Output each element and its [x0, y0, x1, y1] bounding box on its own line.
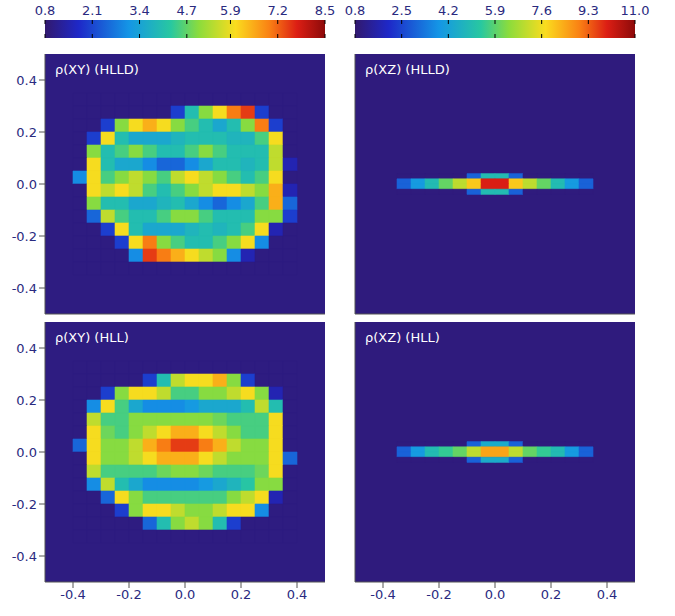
svg-text:8.5: 8.5 — [315, 3, 336, 18]
svg-text:3.4: 3.4 — [129, 3, 150, 18]
svg-text:-0.4: -0.4 — [12, 549, 37, 564]
svg-text:-0.2: -0.2 — [116, 587, 141, 602]
svg-text:2.5: 2.5 — [391, 3, 412, 18]
svg-text:0.0: 0.0 — [16, 177, 37, 192]
svg-text:0.4: 0.4 — [16, 341, 37, 356]
svg-text:5.9: 5.9 — [220, 3, 241, 18]
svg-text:0.4: 0.4 — [16, 73, 37, 88]
svg-text:0.8: 0.8 — [345, 3, 366, 18]
svg-text:2.1: 2.1 — [82, 3, 103, 18]
svg-text:0.0: 0.0 — [16, 445, 37, 460]
svg-text:-0.2: -0.2 — [12, 497, 37, 512]
svg-text:-0.2: -0.2 — [426, 587, 451, 602]
svg-text:0.2: 0.2 — [231, 587, 252, 602]
svg-text:9.3: 9.3 — [578, 3, 599, 18]
svg-text:-0.4: -0.4 — [60, 587, 85, 602]
svg-text:4.7: 4.7 — [176, 3, 197, 18]
svg-text:4.2: 4.2 — [438, 3, 459, 18]
svg-text:7.2: 7.2 — [267, 3, 288, 18]
svg-text:0.4: 0.4 — [597, 587, 618, 602]
svg-text:0.8: 0.8 — [35, 3, 56, 18]
html-text:ρ(XY) (HLL): ρ(XY) (HLL) — [55, 330, 129, 345]
html-text:ρ(XZ) (HLLD): ρ(XZ) (HLLD) — [365, 62, 450, 77]
svg-text:5.9: 5.9 — [485, 3, 506, 18]
svg-text:11.0: 11.0 — [621, 3, 650, 18]
svg-text:0.0: 0.0 — [485, 587, 506, 602]
svg-text:7.6: 7.6 — [531, 3, 552, 18]
svg-text:0.2: 0.2 — [541, 587, 562, 602]
svg-text:-0.2: -0.2 — [12, 229, 37, 244]
svg-text:0.2: 0.2 — [16, 125, 37, 140]
svg-text:-0.4: -0.4 — [370, 587, 395, 602]
html-text:ρ(XZ) (HLL): ρ(XZ) (HLL) — [365, 330, 440, 345]
html-text:ρ(XY) (HLLD): ρ(XY) (HLLD) — [55, 62, 139, 77]
svg-text:0.0: 0.0 — [175, 587, 196, 602]
svg-text:0.2: 0.2 — [16, 393, 37, 408]
svg-text:0.4: 0.4 — [287, 587, 308, 602]
svg-text:-0.4: -0.4 — [12, 281, 37, 296]
